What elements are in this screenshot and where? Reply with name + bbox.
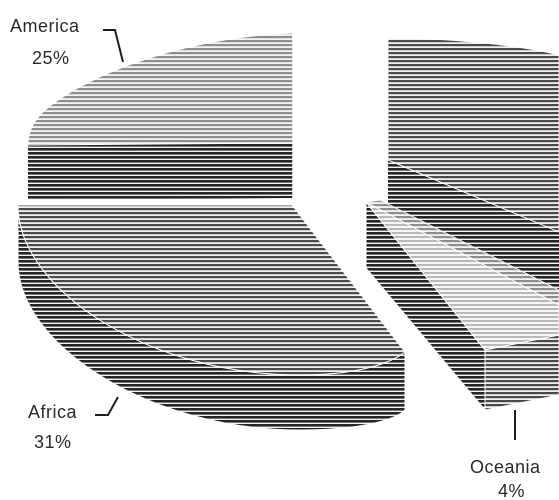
pie-slice-america-top <box>27 32 294 146</box>
label-oceania-name: Oceania <box>470 457 541 477</box>
pie-slice-oceania-inner <box>364 199 559 306</box>
label-america-name: America <box>10 16 80 36</box>
leader-line-america <box>103 29 124 63</box>
pie-slice-america <box>27 32 294 200</box>
label-america-value: 25% <box>32 48 70 68</box>
label-africa-name: Africa <box>28 402 78 422</box>
pie-slice-africa-top <box>17 204 406 376</box>
label-africa: Africa 31% <box>28 396 119 452</box>
label-america: America 25% <box>10 16 124 68</box>
label-oceania-value: 4% <box>498 481 525 500</box>
label-oceania: Oceania 4% <box>470 410 541 500</box>
pie-slice-oceania <box>364 199 559 412</box>
pie-slice-africa <box>17 204 406 431</box>
leader-line-africa <box>95 396 119 416</box>
label-africa-value: 31% <box>34 432 72 452</box>
pie-slice-right-side <box>388 160 559 300</box>
pie-slice-america-side <box>28 143 293 200</box>
